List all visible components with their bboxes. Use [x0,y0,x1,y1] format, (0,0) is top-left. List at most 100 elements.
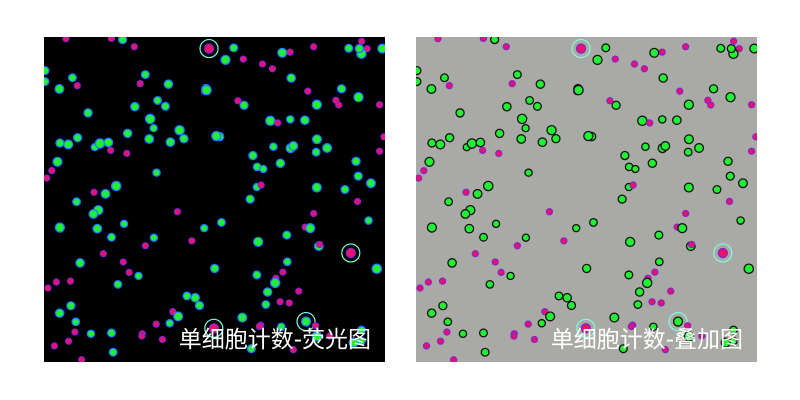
dead-cell-marker [560,237,568,245]
live-cell-marker [190,292,201,303]
dead-cell-marker [443,328,451,336]
live-cell-marker [149,233,159,242]
live-cell-marker [340,185,350,195]
dead-cell-marker [90,188,98,196]
dead-cell-marker [681,43,690,51]
dead-cell-marker [107,37,116,43]
dead-cell-marker [611,55,619,63]
live-cell-marker [52,156,63,167]
dead-cell-marker [203,43,215,54]
live-cell-marker [624,270,634,280]
live-cell-marker [71,317,81,327]
live-cell-marker [641,142,650,152]
dead-cell-marker [141,242,149,250]
dead-cell-marker [73,81,81,90]
live-cell-marker [516,134,527,144]
live-cell-marker [416,77,422,87]
live-cell-marker [435,139,446,150]
live-cell-marker [275,158,286,169]
dead-cell-marker [125,268,133,277]
overlay-caption: 单细胞计数-叠加图 [550,327,743,353]
live-cell-marker [72,133,83,143]
live-cell-marker [144,113,156,125]
live-cell-marker [276,322,286,332]
dead-cell-marker [580,323,591,334]
overlay-image-panel: 单细胞计数-叠加图 [416,37,757,362]
cell-cluster-ring [713,243,733,263]
live-cell-marker [683,147,693,157]
dead-cell-marker [416,284,424,292]
dead-cell-marker [661,346,669,354]
dead-cell-marker [462,188,470,196]
live-cell-marker [44,65,50,76]
live-cell-marker [75,258,85,268]
cell-cluster-ring [204,318,224,338]
live-cell-marker [311,182,322,193]
live-cell-marker [229,43,239,53]
live-cell-marker [174,124,185,136]
live-cell-marker [220,54,231,66]
live-cell-marker [44,77,50,87]
live-cell-marker [108,347,118,357]
live-cell-marker [100,188,111,199]
live-cell-marker [209,263,220,274]
dead-cell-marker [420,166,428,175]
live-cell-marker [521,233,531,242]
dead-cell-marker [683,322,692,330]
live-cell-marker [581,263,592,274]
live-cell-marker [466,138,478,149]
dead-cell-marker [257,181,265,189]
live-cell-marker [573,84,584,96]
dead-cell-marker [478,146,487,155]
live-cell-marker [269,142,278,152]
cell-cluster-ring [668,311,688,332]
dead-cell-marker [524,320,532,328]
fluorescence-image [44,37,385,362]
dead-cell-marker [704,96,712,104]
dead-cell-marker [268,65,277,73]
live-cell-marker [521,123,530,133]
live-cell-marker [458,329,468,339]
dead-cell-marker [255,322,263,331]
dead-cell-marker [530,335,539,344]
dead-cell-marker [304,87,312,95]
dead-cell-marker [375,147,384,155]
live-cell-marker [353,171,363,181]
live-cell-marker [535,79,546,89]
live-cell-marker [371,263,383,275]
live-cell-marker [648,322,658,332]
live-cell-marker [163,79,174,89]
live-cell-marker [725,171,735,181]
dead-cell-marker [688,240,696,249]
live-cell-marker [634,287,645,297]
live-cell-marker [611,100,621,110]
live-cell-marker [377,43,385,54]
dead-cell-marker [285,299,293,307]
live-cell-marker [286,73,296,83]
dead-cell-marker [648,298,656,306]
dead-cell-marker [123,149,131,158]
dead-cell-marker [676,87,684,95]
dead-cell-marker [289,346,297,354]
dead-cell-marker [422,342,431,350]
live-cell-marker [489,37,500,45]
live-cell-marker [117,37,128,45]
live-cell-marker [455,108,465,118]
live-cell-marker [427,138,437,148]
dead-cell-marker [545,208,554,216]
live-cell-marker [532,101,542,111]
live-cell-marker [672,115,682,126]
live-cell-marker [199,223,209,233]
dead-cell-marker [286,48,294,56]
live-cell-marker [300,316,312,327]
dead-cell-marker [471,250,479,258]
live-cell-marker [357,325,366,335]
live-cell-marker [660,141,671,151]
dead-cell-marker [640,65,649,73]
live-cell-marker [708,84,719,94]
live-cell-marker [589,217,598,227]
live-cell-marker [211,130,222,142]
live-cell-marker [194,300,205,311]
live-cell-marker [641,277,653,289]
dead-cell-marker [44,284,52,292]
